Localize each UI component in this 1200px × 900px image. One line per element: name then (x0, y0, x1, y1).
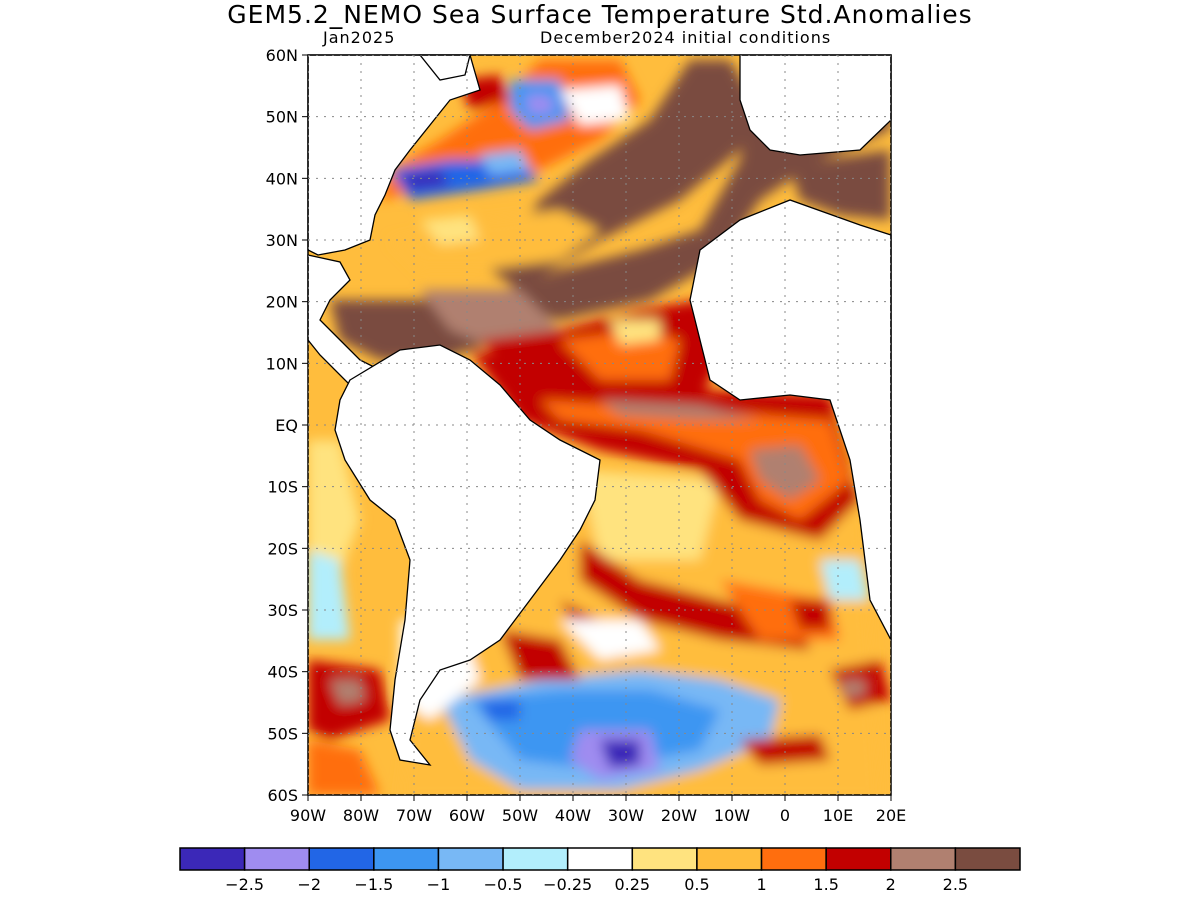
lat-label: 50S (267, 724, 298, 743)
colorbar-swatch (179, 847, 246, 871)
colorbar-label: −1.5 (354, 875, 393, 894)
lat-label: 30N (266, 231, 298, 250)
lat-label: 40S (267, 663, 298, 682)
colorbar-swatch (566, 847, 634, 871)
colorbar-label: −2.5 (225, 875, 264, 894)
lon-label: 80W (343, 806, 379, 825)
lon-label: 50W (502, 806, 538, 825)
lon-label: 10E (823, 806, 853, 825)
initial-conditions: December2024 initial conditions (540, 28, 832, 47)
colorbar-label: −0.5 (484, 875, 523, 894)
colorbar-label: 0.25 (614, 875, 650, 894)
lat-label: 10N (266, 354, 298, 373)
lon-label: 20W (661, 806, 697, 825)
colorbar-label: 1.5 (813, 875, 838, 894)
colorbar-label: 2 (886, 875, 896, 894)
lon-label: 40W (555, 806, 591, 825)
lon-label: 70W (396, 806, 432, 825)
valid-month: Jan2025 (323, 28, 396, 47)
latitude-labels: 60N 50N 40N 30N 20N 10N EQ 10S 20S 30S 40S 50S 60S (266, 46, 308, 805)
lat-label: 10S (267, 478, 298, 497)
lat-lon-grid (308, 55, 891, 795)
colorbar (179, 847, 1021, 871)
lon-label: 90W (290, 806, 326, 825)
colorbar-label: 0.5 (684, 875, 709, 894)
chart-title: GEM5.2_NEMO Sea Surface Temperature Std.… (227, 0, 973, 29)
lat-label: 40N (266, 169, 298, 188)
colorbar-swatch (890, 847, 957, 871)
lat-label: 20N (266, 293, 298, 312)
colorbar-label: −2 (297, 875, 321, 894)
colorbar-swatch (373, 847, 440, 871)
lat-label: 60S (267, 786, 298, 805)
lat-label: 60N (266, 46, 298, 65)
colorbar-swatch (502, 847, 569, 871)
colorbar-label: −1 (427, 875, 451, 894)
colorbar-swatch (825, 847, 892, 871)
lon-label: 0 (780, 806, 790, 825)
land-masses (307, 54, 892, 766)
lat-label: 20S (267, 539, 298, 558)
colorbar-swatch (631, 847, 698, 871)
colorbar-swatch (308, 847, 375, 871)
colorbar-swatch (954, 847, 1021, 871)
lon-label: 20E (876, 806, 906, 825)
colorbar-swatch (760, 847, 827, 871)
colorbar-labels: −2.5 −2 −1.5 −1 −0.5 −0.25 0.25 0.5 1 1.5 2 2.5 (225, 875, 968, 894)
lon-label: 60W (449, 806, 485, 825)
lat-label: 30S (267, 601, 298, 620)
colorbar-label: −0.25 (543, 875, 592, 894)
colorbar-label: 2.5 (943, 875, 968, 894)
colorbar-swatch (437, 847, 504, 871)
lat-label: 50N (266, 108, 298, 127)
colorbar-label: 1 (756, 875, 766, 894)
longitude-labels: 90W 80W 70W 60W 50W 40W 30W 20W 10W 0 10E 20E (290, 795, 906, 825)
colorbar-swatch (696, 847, 763, 871)
lon-label: 30W (608, 806, 644, 825)
lon-label: 10W (714, 806, 750, 825)
lat-label: EQ (275, 416, 298, 435)
colorbar-swatch (243, 847, 310, 871)
